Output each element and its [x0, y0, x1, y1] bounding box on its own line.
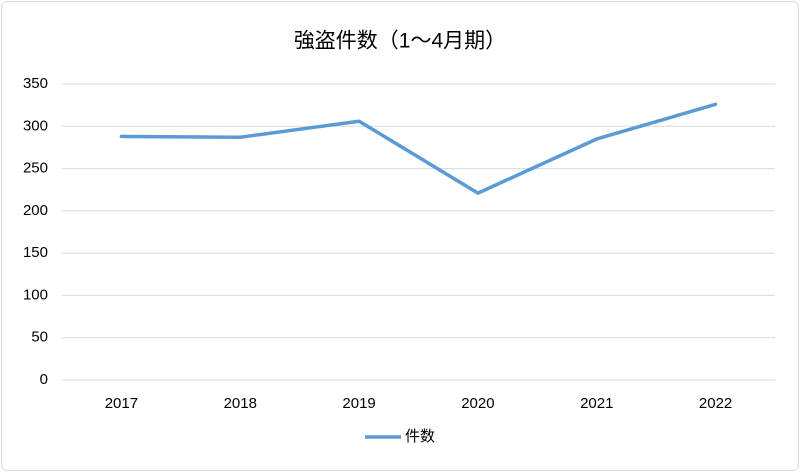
x-tick-label: 2018 [224, 395, 257, 412]
x-tick-label: 2022 [699, 395, 732, 412]
y-tick-label: 200 [23, 202, 48, 219]
y-tick-label: 250 [23, 160, 48, 177]
y-tick-label: 100 [23, 286, 48, 303]
x-tick-label: 2021 [580, 395, 613, 412]
legend-label: 件数 [405, 428, 435, 445]
data-line [119, 102, 718, 195]
y-tick-label: 0 [40, 371, 48, 388]
y-tick-label: 150 [23, 244, 48, 261]
y-tick-label: 300 [23, 117, 48, 134]
y-tick-label: 350 [23, 75, 48, 92]
x-tick-label: 2020 [461, 395, 494, 412]
chart-title: 強盗件数（1～4月期） [294, 30, 506, 53]
x-tick-label: 2017 [105, 395, 138, 412]
y-tick-label: 50 [31, 329, 48, 346]
x-tick-label: 2019 [342, 395, 375, 412]
